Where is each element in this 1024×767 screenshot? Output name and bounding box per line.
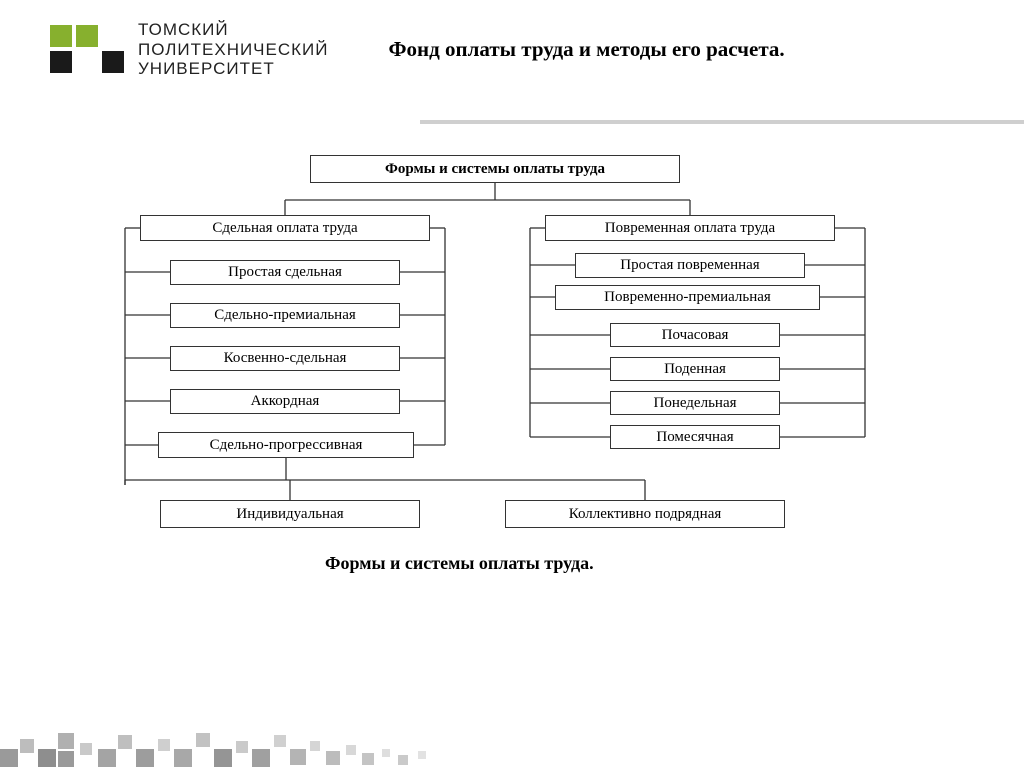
logo-sq	[76, 25, 98, 47]
node-bottom: Коллективно подрядная	[505, 500, 785, 528]
logo-icon	[50, 25, 124, 73]
node-left-item: Сдельно-премиальная	[170, 303, 400, 328]
logo-sq	[102, 25, 124, 47]
node-right-item: Повременно-премиальная	[555, 285, 820, 310]
footer-square	[274, 735, 286, 747]
node-right-item: Помесячная	[610, 425, 780, 449]
footer-square	[236, 741, 248, 753]
footer-square	[20, 739, 34, 753]
header: ТОМСКИЙ ПОЛИТЕХНИЧЕСКИЙ УНИВЕРСИТЕТ Фонд…	[0, 0, 1024, 89]
logo-line3: УНИВЕРСИТЕТ	[138, 59, 328, 79]
footer-square	[98, 749, 116, 767]
logo-sq	[76, 51, 98, 73]
footer-square	[290, 749, 306, 765]
node-left-item: Простая сдельная	[170, 260, 400, 285]
footer-square	[118, 735, 132, 749]
node-right-item: Простая повременная	[575, 253, 805, 278]
footer-square	[362, 753, 374, 765]
diagram: Формы и системы оплаты труда Сдельная оп…	[50, 155, 970, 615]
footer-square	[0, 749, 18, 767]
node-right-item: Почасовая	[610, 323, 780, 347]
logo-sq	[102, 51, 124, 73]
node-left-item: Сдельно-прогрессивная	[158, 432, 414, 458]
footer-square	[158, 739, 170, 751]
footer-square	[326, 751, 340, 765]
footer-square	[398, 755, 408, 765]
node-left-item: Аккордная	[170, 389, 400, 414]
diagram-caption: Формы и системы оплаты труда.	[325, 553, 594, 574]
footer-square	[346, 745, 356, 755]
footer-square	[80, 743, 92, 755]
footer-decoration	[0, 677, 1024, 767]
footer-square	[418, 751, 426, 759]
node-root: Формы и системы оплаты труда	[310, 155, 680, 183]
node-bottom: Индивидуальная	[160, 500, 420, 528]
logo-sq	[50, 51, 72, 73]
node-left-head: Сдельная оплата труда	[140, 215, 430, 241]
logo: ТОМСКИЙ ПОЛИТЕХНИЧЕСКИЙ УНИВЕРСИТЕТ	[50, 20, 328, 79]
footer-square	[196, 733, 210, 747]
header-divider	[420, 120, 1024, 124]
logo-text: ТОМСКИЙ ПОЛИТЕХНИЧЕСКИЙ УНИВЕРСИТЕТ	[138, 20, 328, 79]
logo-line1: ТОМСКИЙ	[138, 20, 328, 40]
logo-line2: ПОЛИТЕХНИЧЕСКИЙ	[138, 40, 328, 60]
footer-square	[382, 749, 390, 757]
footer-square	[136, 749, 154, 767]
footer-square	[214, 749, 232, 767]
page-title: Фонд оплаты труда и методы его расчета.	[388, 37, 784, 62]
footer-square	[252, 749, 270, 767]
node-right-head: Повременная оплата труда	[545, 215, 835, 241]
footer-square	[58, 751, 74, 767]
node-right-item: Понедельная	[610, 391, 780, 415]
node-right-item: Поденная	[610, 357, 780, 381]
footer-square	[174, 749, 192, 767]
node-left-item: Косвенно-сдельная	[170, 346, 400, 371]
footer-square	[58, 733, 74, 749]
logo-sq	[50, 25, 72, 47]
footer-square	[310, 741, 320, 751]
footer-square	[38, 749, 56, 767]
